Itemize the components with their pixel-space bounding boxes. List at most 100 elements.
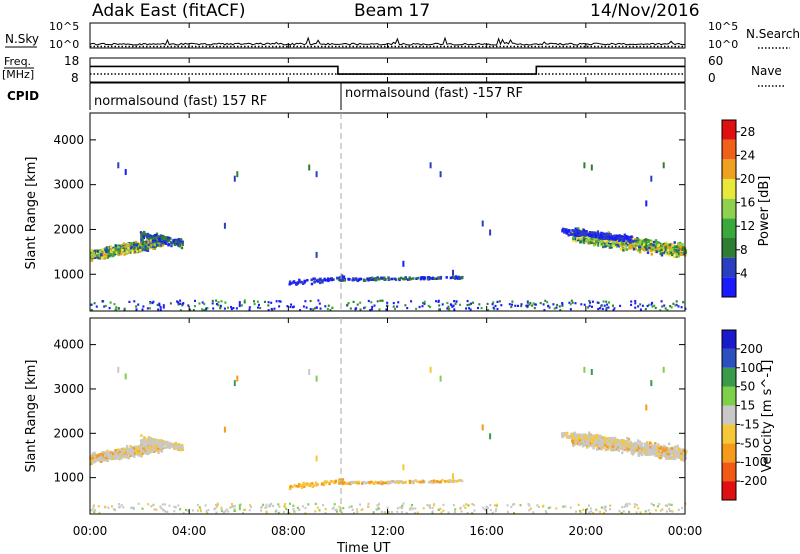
echo-cell <box>349 307 352 310</box>
echo-cell <box>96 250 100 253</box>
echo-cell <box>133 247 136 250</box>
echo-cell <box>120 457 123 460</box>
power-colorbar-tick-label: 12 <box>740 219 755 233</box>
echo-cell <box>680 246 684 249</box>
echo-cell <box>321 280 324 284</box>
echo-cell <box>166 240 169 243</box>
echo-cell <box>179 508 182 511</box>
echo-cell <box>634 446 638 450</box>
echo-cell <box>630 300 633 303</box>
echo-cell <box>545 511 548 514</box>
echo-cell <box>561 229 564 232</box>
echo-cell <box>600 506 603 509</box>
echo-cell <box>647 446 651 449</box>
echo-cell <box>346 303 349 306</box>
echo-cell <box>137 244 140 248</box>
echo-cell <box>658 447 661 450</box>
echo-cell <box>158 302 161 305</box>
echo-cell <box>589 232 592 236</box>
echo-cell <box>223 307 226 310</box>
echo-cell <box>500 304 503 307</box>
echo-cell <box>104 451 108 455</box>
echo-cell <box>114 509 117 512</box>
echo-cell <box>654 442 657 445</box>
echo-cell <box>404 304 407 307</box>
echo-cell <box>634 300 637 303</box>
echo-cell <box>126 242 130 246</box>
echo-cell <box>650 249 653 253</box>
echo-cell <box>609 243 612 246</box>
echo-cell <box>677 249 680 252</box>
echo-cell <box>402 502 405 505</box>
echo-cell <box>670 457 673 460</box>
echo-cell <box>329 309 332 312</box>
echo-cell <box>665 451 668 455</box>
echo-cell <box>291 485 294 489</box>
echo-cell <box>132 241 136 245</box>
echo-cell <box>112 508 115 511</box>
echo-cell <box>635 511 638 514</box>
echo-cell <box>402 260 405 267</box>
echo-cell <box>410 300 413 303</box>
echo-cell <box>148 437 151 441</box>
echo-cell <box>414 479 417 482</box>
echo-cell <box>115 452 118 456</box>
power-colorbar-swatch <box>722 120 736 140</box>
echo-cell <box>396 305 399 308</box>
echo-cell <box>290 303 293 306</box>
echo-cell <box>511 303 513 306</box>
echo-cell <box>211 299 214 302</box>
echo-cell <box>568 229 571 232</box>
echo-cell <box>435 277 438 280</box>
echo-cell <box>146 237 149 240</box>
echo-cell <box>101 300 104 303</box>
echo-cell <box>565 232 568 235</box>
echo-cell <box>603 511 606 515</box>
echo-cell <box>139 448 142 451</box>
echo-cell <box>414 507 417 510</box>
echo-cell <box>670 306 673 309</box>
echo-cell <box>117 503 120 506</box>
echo-cell <box>664 307 667 310</box>
echo-cell <box>339 275 342 279</box>
echo-cell <box>628 247 631 250</box>
echo-cell <box>629 239 632 242</box>
echo-cell <box>668 454 672 458</box>
echo-cell <box>113 246 117 250</box>
echo-cell <box>441 303 444 306</box>
echo-cell <box>563 230 567 234</box>
echo-cell <box>173 243 177 246</box>
echo-cell <box>378 308 381 311</box>
echo-cell <box>664 252 668 256</box>
echo-cell <box>446 301 449 305</box>
echo-cell <box>421 277 424 280</box>
echo-cell <box>418 305 421 309</box>
echo-cell <box>577 503 580 506</box>
echo-cell <box>159 239 162 242</box>
echo-cell <box>189 308 192 311</box>
echo-cell <box>152 245 155 248</box>
echo-cell <box>667 452 670 456</box>
echo-cell <box>162 304 165 307</box>
echo-cell <box>646 248 649 252</box>
echo-cell <box>671 247 674 251</box>
echo-cell <box>561 303 564 306</box>
echo-cell <box>581 440 584 443</box>
echo-cell <box>324 305 327 308</box>
echo-cell <box>129 454 132 458</box>
echo-cell <box>415 277 418 280</box>
echo-cell <box>626 449 629 453</box>
echo-cell <box>345 482 348 485</box>
echo-cell <box>445 480 449 483</box>
echo-cell <box>683 251 686 254</box>
echo-cell <box>306 279 309 282</box>
echo-cell <box>539 302 542 305</box>
echo-cell <box>578 442 581 446</box>
echo-cell <box>627 239 630 242</box>
echo-cell <box>381 299 384 302</box>
echo-cell <box>219 304 222 307</box>
echo-cell <box>96 454 99 457</box>
echo-cell <box>132 447 135 450</box>
echo-cell <box>469 308 472 311</box>
echo-cell <box>588 238 591 242</box>
